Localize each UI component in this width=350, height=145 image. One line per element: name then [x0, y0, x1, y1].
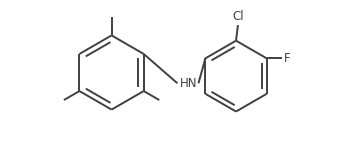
Text: HN: HN [180, 77, 197, 90]
Text: F: F [284, 52, 290, 65]
Text: Cl: Cl [232, 10, 244, 23]
